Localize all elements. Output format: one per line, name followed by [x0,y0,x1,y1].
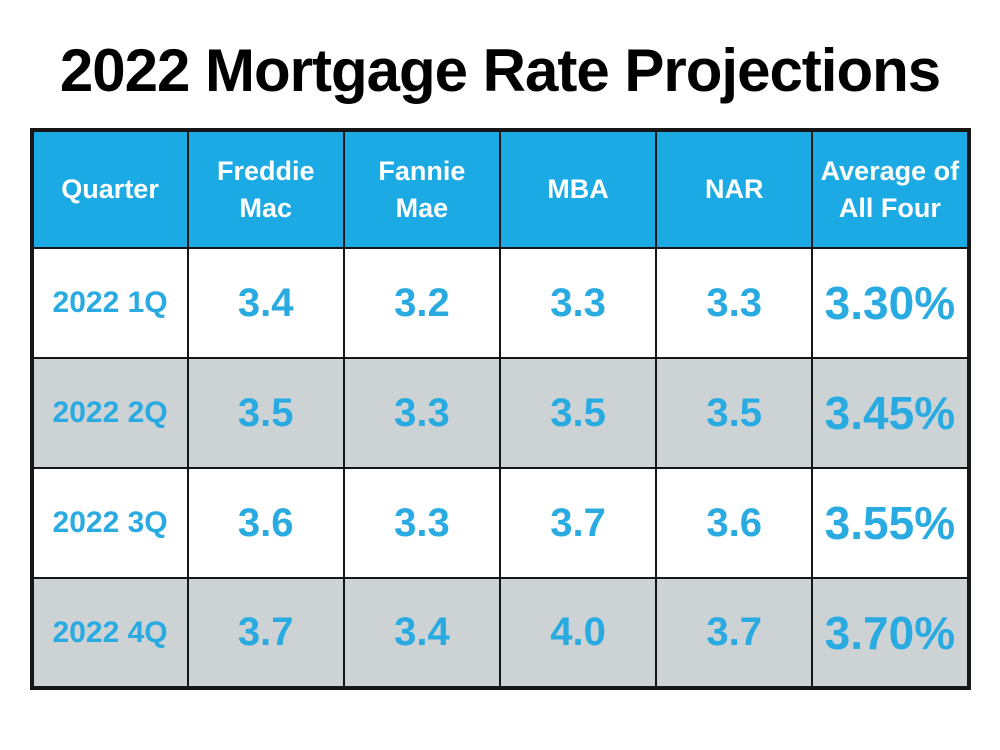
rate-cell: 3.5 [655,357,814,469]
rate-cell: 3.3 [498,247,658,359]
rate-cell: 3.5 [186,357,345,469]
column-header-fannie-mae: Fannie Mae [342,129,501,249]
rate-cell: 3.3 [342,467,501,579]
table-body: 2022 1Q 3.4 3.2 3.3 3.3 3.30% 2022 2Q 3.5 3.3 3.5… [30,247,970,689]
page-title: 2022 Mortgage Rate Projections [59,37,941,104]
table-header-row: Quarter Freddie Mac Fannie Mae MBA NAR A… [30,129,970,249]
average-cell: 3.55% [811,467,970,579]
quarter-cell: 2022 1Q [30,247,189,359]
quarter-cell: 2022 2Q [30,357,189,469]
rate-cell: 3.6 [655,467,814,579]
rate-cell: 3.2 [342,247,501,359]
rate-cell: 3.4 [186,247,345,359]
table-row: 2022 1Q 3.4 3.2 3.3 3.3 3.30% [30,247,970,359]
mortgage-rate-projections-table: Quarter Freddie Mac Fannie Mae MBA NAR A… [29,128,971,690]
rate-cell: 3.7 [498,467,658,579]
average-cell: 3.70% [811,577,970,689]
column-header-quarter: Quarter [30,129,189,249]
rate-cell: 3.7 [655,577,814,689]
rate-cell: 3.4 [342,577,501,689]
rate-cell: 3.7 [186,577,345,689]
column-header-mba: MBA [498,129,658,249]
table-row: 2022 2Q 3.5 3.3 3.5 3.5 3.45% [30,357,970,469]
average-cell: 3.30% [811,247,970,359]
average-cell: 3.45% [811,357,970,469]
rate-cell: 3.3 [655,247,814,359]
quarter-cell: 2022 4Q [30,577,189,689]
rate-cell: 3.6 [186,467,345,579]
table-row: 2022 4Q 3.7 3.4 4.0 3.7 3.70% [30,577,970,689]
rate-cell: 4.0 [498,577,658,689]
table-header: Quarter Freddie Mac Fannie Mae MBA NAR A… [30,129,970,249]
rate-cell: 3.5 [498,357,658,469]
quarter-cell: 2022 3Q [30,467,189,579]
table-row: 2022 3Q 3.6 3.3 3.7 3.6 3.55% [30,467,970,579]
column-header-nar: NAR [655,129,814,249]
rate-cell: 3.3 [342,357,501,469]
column-header-freddie-mac: Freddie Mac [186,129,345,249]
column-header-average: Average of All Four [811,129,970,249]
